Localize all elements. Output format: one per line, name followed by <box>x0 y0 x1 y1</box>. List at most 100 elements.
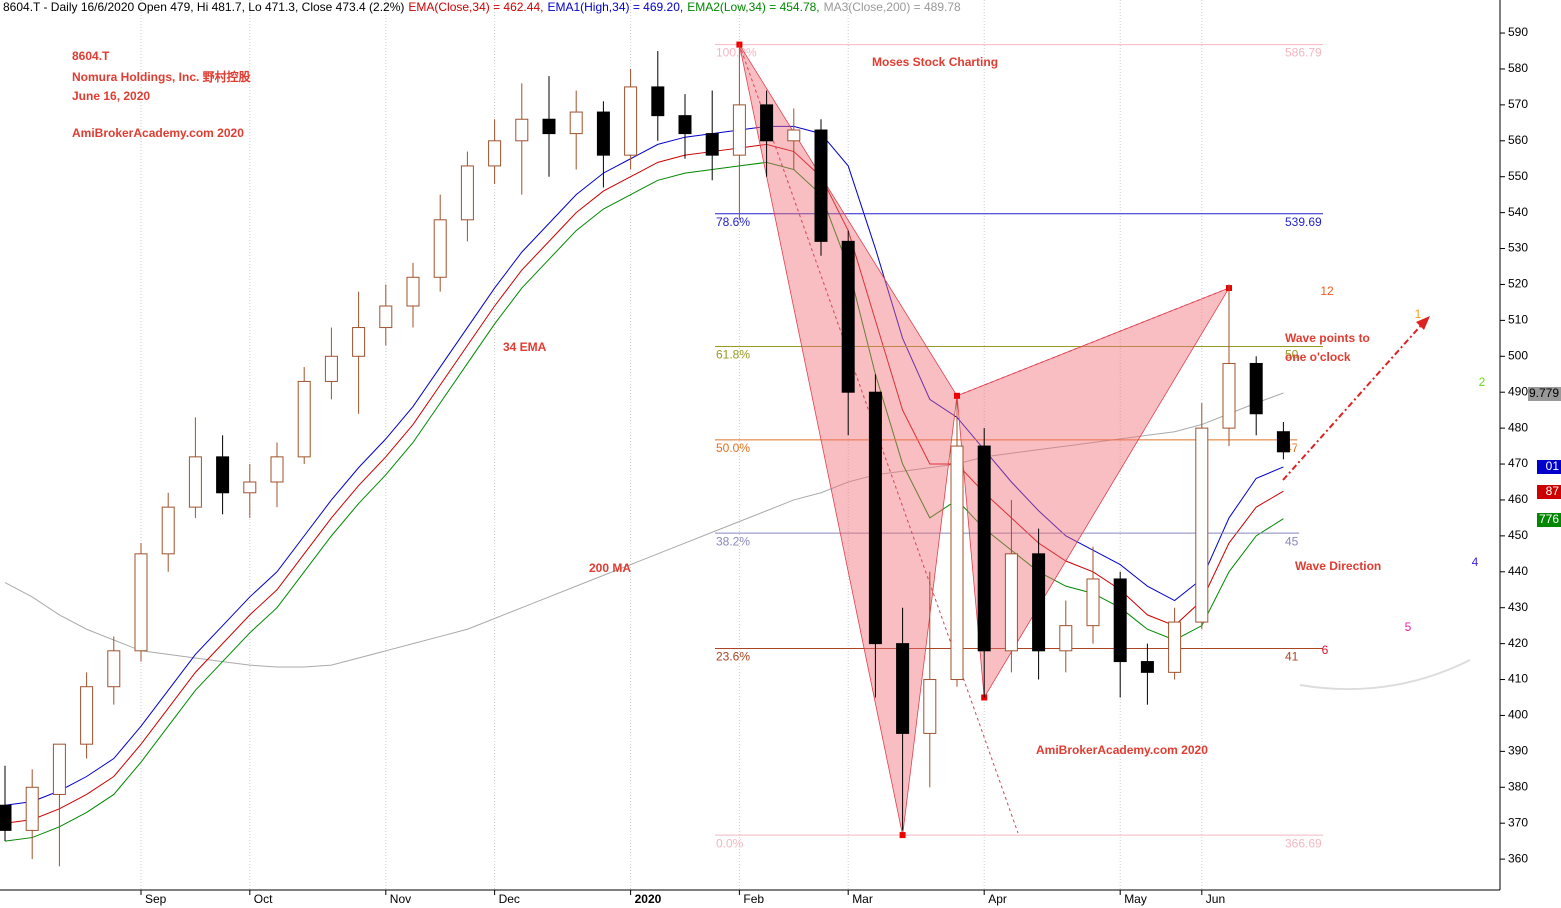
fib-label: 38.2% <box>716 534 750 548</box>
candle-body <box>1113 578 1127 663</box>
x-tick-label: Mar <box>852 892 873 906</box>
y-tick-label: 590 <box>1508 25 1528 39</box>
candle-body <box>433 219 447 278</box>
candle-body <box>1195 427 1209 623</box>
annotation: 200 MA <box>589 561 631 575</box>
candle-body <box>460 165 474 221</box>
candle-body <box>841 240 855 393</box>
candle-body <box>270 456 284 483</box>
candle-body <box>1140 661 1154 673</box>
pattern-dash <box>738 44 1019 834</box>
candle-body <box>25 786 39 831</box>
axis-box <box>1537 460 1561 474</box>
candle-body <box>216 456 230 494</box>
candle-body <box>0 804 12 831</box>
candle-body <box>624 86 638 156</box>
fib-label: 61.8% <box>716 348 750 362</box>
header: 8604.T - Daily 16/6/2020 Open 479, Hi 48… <box>3 0 961 14</box>
clock-face <box>1295 270 1545 690</box>
y-tick-label: 440 <box>1508 564 1528 578</box>
candle-body <box>760 104 774 142</box>
candle-body <box>1168 621 1182 673</box>
axis-box-label: 01 <box>1546 459 1560 473</box>
fib-value: 539.69 <box>1285 215 1322 229</box>
candle-body <box>107 650 121 688</box>
fib-value: 41 <box>1285 650 1299 664</box>
ma-line <box>4 125 1284 806</box>
y-tick-label: 530 <box>1508 241 1528 255</box>
fib-label: 78.6% <box>716 215 750 229</box>
candle-body <box>814 129 828 242</box>
arrow-head <box>1416 316 1430 330</box>
header-part: EMA(Close,34) = 462.44, <box>408 0 543 14</box>
y-tick-label: 580 <box>1508 61 1528 75</box>
header-part: 8604.T - Daily 16/6/2020 Open 479, Hi 48… <box>3 0 404 14</box>
x-tick-label: Apr <box>988 892 1007 906</box>
y-tick-label: 460 <box>1508 492 1528 506</box>
x-tick-label: Feb <box>743 892 764 906</box>
ma-line <box>4 161 1284 842</box>
candle-body <box>542 118 556 135</box>
fib-value: 586.79 <box>1285 46 1322 60</box>
annotation: June 16, 2020 <box>72 89 150 103</box>
candle-body <box>80 686 94 745</box>
annotation: 8604.T <box>72 49 110 63</box>
candle-body <box>569 111 583 135</box>
axis-box-label: 776 <box>1539 512 1559 526</box>
candle-body <box>896 643 910 734</box>
fib-label: 100.0% <box>716 46 757 60</box>
pattern-point <box>899 832 906 839</box>
y-tick-label: 430 <box>1508 600 1528 614</box>
clock-arc <box>1299 659 1471 691</box>
candle-body <box>1059 625 1073 652</box>
x-tick-label: May <box>1124 892 1147 906</box>
x-tick-label: 2020 <box>635 892 662 906</box>
y-tick-label: 500 <box>1508 348 1528 362</box>
ma-line <box>4 143 1284 824</box>
candle-body <box>243 481 257 494</box>
fib-label: 0.0% <box>716 836 744 850</box>
fib-value: 366.69 <box>1285 836 1322 850</box>
header-part: MA3(Close,200) = 489.78 <box>824 0 961 14</box>
x-tick-label: Nov <box>390 892 411 906</box>
header-part: EMA2(Low,34) = 454.78, <box>687 0 819 14</box>
candle-body <box>515 118 529 142</box>
x-tick-label: Jun <box>1206 892 1225 906</box>
y-tick-label: 470 <box>1508 456 1528 470</box>
candle-body <box>1032 553 1046 652</box>
annotation: 34 EMA <box>503 340 547 354</box>
annotation: Wave points to <box>1285 331 1370 345</box>
clock-number: 1 <box>1415 307 1422 321</box>
candle-body <box>52 743 66 795</box>
candle-body <box>678 115 692 135</box>
x-tick-label: Sep <box>145 892 167 906</box>
y-tick-label: 490 <box>1508 384 1528 398</box>
clock-number: 6 <box>1322 643 1329 657</box>
annotation: one o'clock <box>1285 350 1351 364</box>
candle-body <box>1222 362 1236 429</box>
y-tick-label: 450 <box>1508 528 1528 542</box>
y-tick-label: 370 <box>1508 815 1528 829</box>
fib-label: 50.0% <box>716 441 750 455</box>
candle-body <box>950 445 964 681</box>
annotation: Moses Stock Charting <box>872 55 998 69</box>
annotation: AmiBrokerAcademy.com 2020 <box>72 126 244 140</box>
candle-body <box>134 553 148 652</box>
x-tick-label: Dec <box>499 892 520 906</box>
axis-box-label: 87 <box>1546 484 1560 498</box>
candle-body <box>488 140 502 167</box>
candle-body <box>596 111 610 156</box>
annotation: Wave Direction <box>1295 559 1381 573</box>
candle-body <box>161 506 175 555</box>
y-tick-label: 400 <box>1508 708 1528 722</box>
candle-body <box>188 456 202 508</box>
candle-body <box>651 86 665 117</box>
clock-number: 2 <box>1479 375 1486 389</box>
candle-body <box>732 104 746 156</box>
fib-value: 45 <box>1285 534 1299 548</box>
clock-number: 5 <box>1405 620 1412 634</box>
candle-body <box>868 391 882 645</box>
candle-body <box>787 129 801 142</box>
annotation: Nomura Holdings, Inc. 野村控股 <box>72 69 252 84</box>
